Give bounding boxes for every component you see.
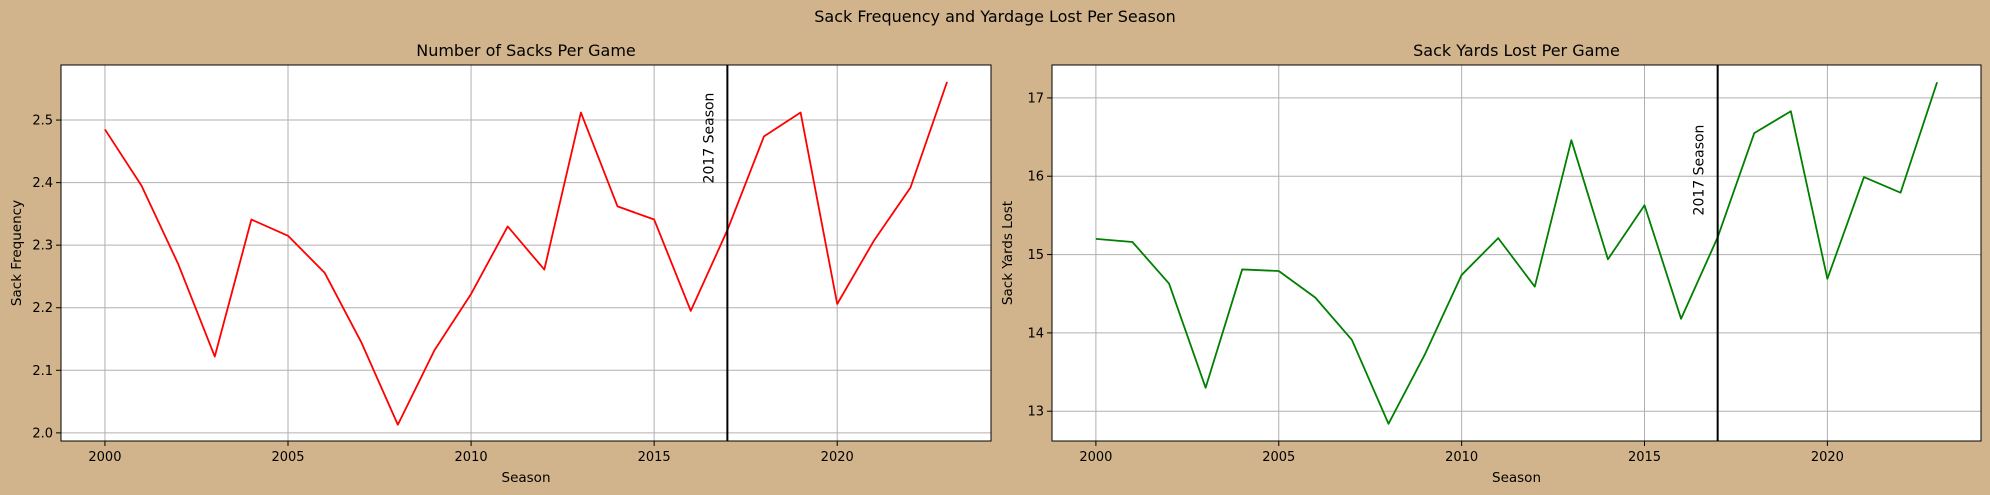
yards-y-tick-label: 16	[1027, 170, 1044, 185]
yards-season-marker-label: 2017 Season	[1692, 125, 1708, 216]
yards-x-tick-label: 2000	[1079, 450, 1112, 465]
sacks-x-tick-label: 2010	[455, 450, 488, 465]
yards-chart-title: Sack Yards Lost Per Game	[1413, 41, 1620, 60]
sacks-x-tick-label: 2000	[88, 450, 121, 465]
sacks-series-line	[104, 81, 948, 426]
sacks-y-tick-label: 2.1	[32, 364, 53, 379]
figure-title: Sack Frequency and Yardage Lost Per Seas…	[814, 7, 1176, 26]
sacks-x-tick-label: 2015	[638, 450, 671, 465]
sacks-y-tick-label: 2.3	[32, 239, 53, 254]
sacks-season-marker-label: 2017 Season	[701, 93, 717, 184]
sacks-y-axis-label: Sack Frequency	[9, 200, 25, 306]
yards-series-line	[1095, 81, 1938, 425]
yards-axes-frame	[1051, 64, 1982, 442]
sacks-x-tick-label: 2020	[821, 450, 854, 465]
yards-y-tick-label: 17	[1027, 91, 1044, 106]
sacks-y-tick-label: 2.4	[32, 176, 53, 191]
yards-x-tick-label: 2010	[1445, 450, 1478, 465]
yards-y-tick-label: 14	[1027, 326, 1044, 341]
sacks-x-tick-label: 2005	[271, 450, 304, 465]
yards-x-tick-label: 2005	[1262, 450, 1295, 465]
yards-x-tick-label: 2015	[1628, 450, 1661, 465]
sack-yards-lost-chart: 2017 Season 2000 2005 2010 2015 2020 13 14 15 16 1…	[1000, 41, 1982, 486]
yards-y-tick-label: 15	[1027, 248, 1044, 263]
sacks-axes-frame	[60, 64, 992, 442]
sacks-chart-title: Number of Sacks Per Game	[416, 41, 636, 60]
yards-y-tick-label: 13	[1027, 405, 1044, 420]
sacks-x-axis-label: Season	[502, 470, 551, 486]
sacks-y-tick-label: 2.2	[32, 301, 53, 316]
yards-y-axis-label: Sack Yards Lost	[1000, 201, 1016, 305]
sacks-y-tick-label: 2.0	[32, 426, 53, 441]
sacks-plot-area	[61, 65, 991, 441]
sacks-y-tick-label: 2.5	[32, 114, 53, 129]
yards-x-axis-label: Season	[1492, 470, 1541, 486]
yards-plot-area	[1052, 65, 1981, 441]
yards-x-tick-label: 2020	[1811, 450, 1844, 465]
sacks-per-game-chart: 2017 Season 2000 2005 2010 2015 2020 2.0 2.1 2.2…	[9, 41, 992, 486]
